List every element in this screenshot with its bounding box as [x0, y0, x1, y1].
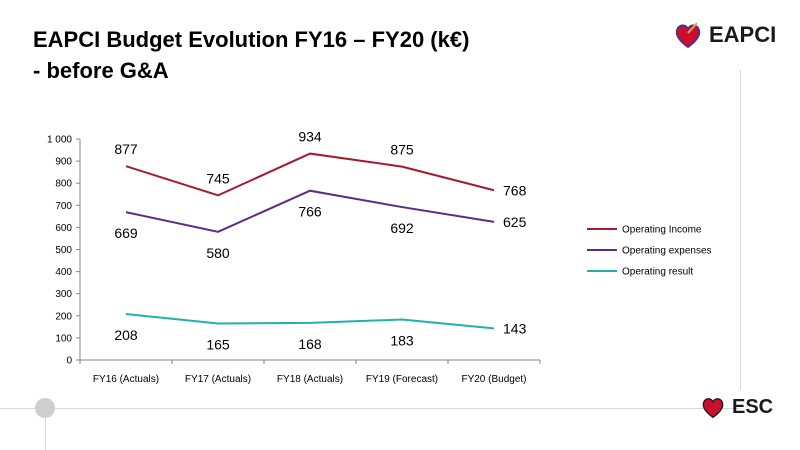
y-tick-label: 700	[55, 201, 72, 212]
left-divider	[45, 408, 46, 450]
series-line-operating-result	[125, 313, 495, 330]
data-label: 745	[206, 170, 230, 186]
legend-entry: Operating result	[622, 267, 693, 278]
eapci-logo: EAPCI	[673, 20, 776, 50]
heart-icon	[702, 398, 724, 419]
esc-logo: ESC	[700, 394, 773, 420]
slide-title: EAPCI Budget Evolution FY16 – FY20 (k€) …	[33, 24, 653, 86]
right-divider	[740, 70, 741, 390]
y-tick-label: 0	[66, 356, 72, 367]
data-label: 877	[114, 141, 138, 157]
y-tick-label: 100	[55, 333, 72, 344]
data-label: 183	[390, 333, 414, 349]
y-tick-label: 500	[55, 245, 72, 256]
data-label: 875	[390, 142, 414, 158]
y-tick-label: 900	[55, 157, 72, 168]
x-tick-label: FY20 (Budget)	[461, 374, 526, 385]
data-label: 580	[206, 245, 230, 261]
y-tick-label: 400	[55, 267, 72, 278]
y-tick-label: 800	[55, 179, 72, 190]
data-label: 766	[298, 204, 322, 220]
heart-icon	[675, 22, 701, 49]
data-label: 692	[390, 220, 414, 236]
data-label: 143	[503, 320, 527, 336]
y-tick-label: 300	[55, 289, 72, 300]
legend-entry: Operating expenses	[622, 246, 712, 257]
legend-entry: Operating Income	[622, 225, 702, 236]
y-tick-label: 600	[55, 223, 72, 234]
data-label: 165	[206, 337, 230, 353]
eapci-logo-text: EAPCI	[709, 22, 777, 47]
x-tick-label: FY19 (Forecast)	[366, 374, 438, 385]
title-line-2: - before G&A	[33, 58, 169, 83]
esc-logo-text: ESC	[732, 395, 774, 418]
y-tick-label: 1 000	[47, 135, 72, 146]
y-tick-label: 200	[55, 311, 72, 322]
data-label: 669	[114, 225, 138, 241]
x-tick-label: FY16 (Actuals)	[93, 374, 159, 385]
data-label: 168	[298, 336, 322, 352]
data-label: 934	[298, 129, 322, 145]
data-label: 625	[503, 214, 527, 230]
divider-dot	[35, 398, 55, 418]
series-line-operating-income	[125, 152, 495, 197]
data-label: 768	[503, 182, 527, 198]
x-tick-label: FY17 (Actuals)	[185, 374, 251, 385]
x-tick-label: FY18 (Actuals)	[277, 374, 343, 385]
title-line-1: EAPCI Budget Evolution FY16 – FY20 (k€)	[33, 27, 470, 52]
data-label: 208	[114, 327, 138, 343]
bottom-divider	[0, 408, 740, 409]
